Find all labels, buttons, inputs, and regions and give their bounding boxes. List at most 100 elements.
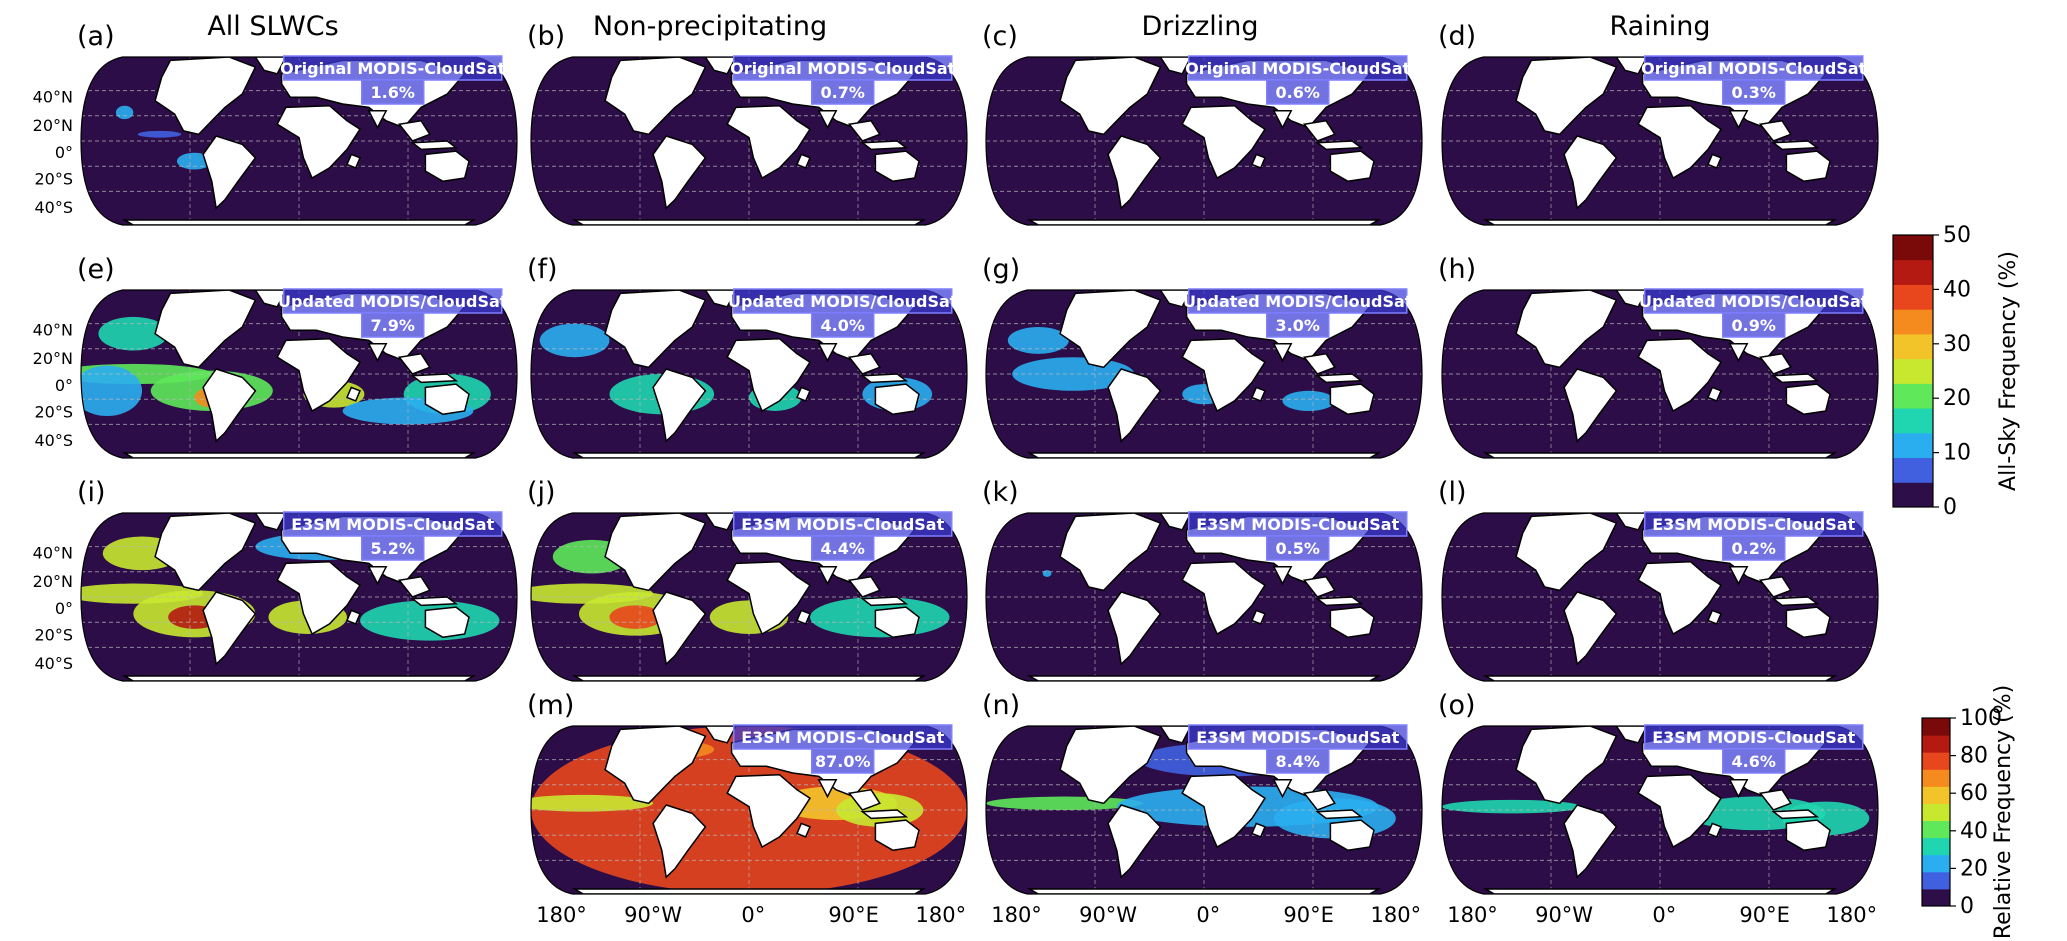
continent-seasia <box>1302 575 1336 598</box>
map-panel-d: (d) Original MODIS-CloudSat 0.3% <box>1438 21 1879 226</box>
colorbar: 0 10 20 30 40 50 All-Sky Frequency (%) <box>1892 223 2021 520</box>
continent-india <box>817 110 838 130</box>
colorbar-tick-label: 0 <box>1960 894 1974 919</box>
map-frame <box>530 512 968 682</box>
continent-australia <box>1785 606 1831 639</box>
colorbar-segment <box>1893 408 1933 434</box>
continent-samerica <box>1563 804 1618 879</box>
continent-indonesia <box>860 373 909 384</box>
continent-indonesia <box>860 140 909 151</box>
continent-greenland <box>1159 726 1193 744</box>
colorbar-segment <box>1922 837 1950 856</box>
continent-seasia <box>1758 788 1792 811</box>
continent-seasia <box>397 119 431 142</box>
dataset-name: E3SM MODIS-CloudSat <box>741 515 944 534</box>
continent-australia <box>1329 383 1375 416</box>
colorbar-tick-label: 40 <box>1960 819 1988 844</box>
continent-indonesia <box>410 140 459 151</box>
continent-africa <box>276 104 362 180</box>
dataset-name: Updated MODIS/CloudSat <box>728 292 958 311</box>
continent-australia <box>424 606 470 639</box>
dataset-name: E3SM MODIS-CloudSat <box>1652 728 1855 747</box>
longitude-tick-label: 0° <box>741 903 765 927</box>
continent-indonesia <box>1771 373 1820 384</box>
continent-antarctic <box>121 452 477 458</box>
cloud-frequency-region <box>81 365 143 416</box>
map-frame <box>530 725 968 895</box>
continent-namerica <box>604 57 707 136</box>
frequency-badge <box>1265 748 1330 774</box>
continent-australia <box>424 383 470 416</box>
continent-seasia <box>1302 119 1336 142</box>
continent-africa <box>1181 337 1267 413</box>
continent-africa <box>1637 337 1723 413</box>
global-frequency-value: 0.6% <box>1276 83 1320 102</box>
continent-seasia <box>1302 352 1336 375</box>
continent-antarctic <box>121 219 477 225</box>
dataset-badge <box>1187 55 1408 81</box>
cloud-frequency-region <box>137 130 182 138</box>
cloud-frequency-region <box>1042 570 1052 577</box>
colorbar-label: All-Sky Frequency (%) <box>1996 251 2021 491</box>
frequency-badge <box>1265 535 1330 561</box>
colorbar-segment <box>1922 854 1950 873</box>
column-title: Non-precipitating <box>593 11 827 42</box>
continent-samerica <box>1563 368 1618 443</box>
continent-australia <box>1785 150 1831 183</box>
continent-namerica <box>154 57 257 136</box>
continent-greenland <box>704 726 738 744</box>
frequency-badge <box>360 79 425 105</box>
panel-label: (j) <box>527 477 556 508</box>
latitude-tick-label: 20°N <box>33 116 73 135</box>
continent-antarctic <box>1482 675 1838 681</box>
colorbar-segment <box>1922 752 1950 770</box>
longitude-tick-label: 180° <box>916 903 967 927</box>
continent-australia <box>1329 606 1375 639</box>
continent-antarctic <box>1482 888 1838 894</box>
map-panel-f: (f) Updated MODIS/CloudSat 4.0% <box>527 254 968 459</box>
frequency-badge <box>1721 748 1786 774</box>
continent-indonesia <box>1771 140 1820 151</box>
frequency-badge <box>810 312 875 338</box>
continent-greenland <box>1159 57 1193 75</box>
continent-indonesia <box>1315 140 1364 151</box>
cloud-frequency-region <box>609 605 662 629</box>
map-panel-j: (j) E3SM MODIS-CloudSat 4.4% <box>527 477 968 682</box>
cloud-frequency-region <box>81 583 204 604</box>
frequency-badge <box>810 79 875 105</box>
continent-seasia <box>1302 788 1336 811</box>
global-frequency-value: 8.4% <box>1276 752 1320 771</box>
continent-antarctic <box>571 675 927 681</box>
frequency-badge <box>1721 535 1786 561</box>
continent-seasia <box>1758 119 1792 142</box>
longitude-tick-label: 180° <box>1371 903 1422 927</box>
global-frequency-value: 4.4% <box>821 539 865 558</box>
cloud-frequency-region <box>531 794 654 812</box>
colorbar-segment <box>1893 383 1933 409</box>
longitude-tick-label: 180° <box>991 903 1042 927</box>
latitude-tick-label: 40°S <box>34 198 73 217</box>
panel-label: (g) <box>982 254 1020 285</box>
map-panel-i: (i) E3SM MODIS-CloudSat 5.2% 40°N 20°N 0° 20°S… <box>33 477 518 682</box>
continent-antarctic <box>1026 452 1382 458</box>
continent-namerica <box>1515 290 1618 369</box>
continent-africa <box>276 337 362 413</box>
continent-madagascar <box>1251 153 1266 169</box>
colorbar-segment <box>1922 871 1950 890</box>
continent-namerica <box>154 513 257 592</box>
continent-samerica <box>652 591 707 666</box>
continent-seasia <box>847 788 881 811</box>
map-frame <box>1441 725 1879 895</box>
continent-africa <box>1637 560 1723 636</box>
panel-label: (c) <box>982 21 1018 52</box>
continent-greenland <box>254 57 288 75</box>
colorbar-tick-label: 50 <box>1943 223 1971 248</box>
continent-india <box>1728 779 1749 799</box>
latitude-tick-label: 20°S <box>34 403 73 422</box>
map-frame <box>80 289 518 459</box>
continent-indonesia <box>1315 596 1364 607</box>
colorbar-segment <box>1893 309 1933 335</box>
continent-india <box>817 343 838 363</box>
dataset-badge <box>282 288 503 314</box>
colorbar-segment <box>1922 803 1950 822</box>
